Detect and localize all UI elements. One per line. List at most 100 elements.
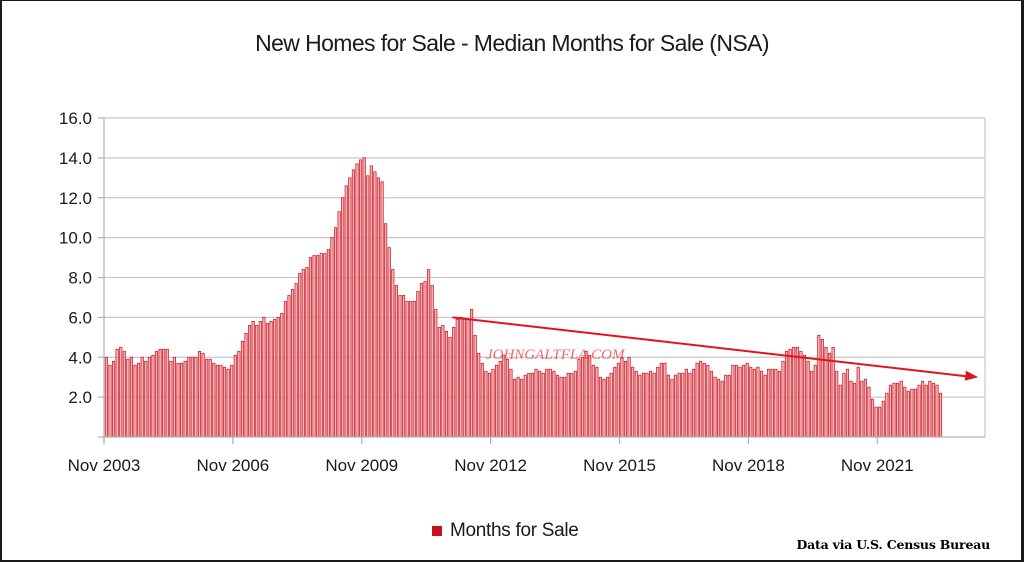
bar (627, 356, 631, 438)
trend-arrow (452, 316, 979, 381)
y-tick-label: 8.0 (68, 269, 92, 288)
bar (208, 358, 212, 438)
x-tick-label: Nov 2006 (196, 456, 269, 475)
bar (391, 269, 395, 438)
bar (283, 301, 287, 438)
bar (430, 285, 434, 438)
bar (437, 326, 441, 438)
bar (634, 370, 638, 438)
bar (913, 388, 918, 438)
bar (158, 348, 162, 438)
bar (659, 362, 663, 438)
bar (885, 392, 889, 438)
bar (838, 384, 842, 438)
bar (323, 253, 327, 438)
bar (133, 364, 137, 438)
bar (330, 237, 334, 438)
bar (355, 163, 359, 438)
legend: Months for Sale (432, 520, 579, 542)
bar (326, 249, 330, 438)
bar (187, 356, 191, 438)
bar (520, 378, 524, 438)
bar (301, 269, 305, 438)
x-axis-ticks: Nov 2003 Nov 2006 Nov 2009 Nov 2012 Nov 2015… (68, 437, 914, 475)
bar (337, 211, 341, 438)
bar (119, 346, 123, 438)
bar (845, 368, 850, 438)
bar (197, 350, 202, 438)
bar (512, 378, 517, 438)
bar (899, 380, 903, 438)
bar (344, 185, 348, 438)
bar (470, 309, 474, 438)
bar (720, 380, 724, 438)
bar (434, 309, 438, 438)
bar (835, 370, 839, 438)
bar (677, 372, 681, 438)
bar (577, 358, 581, 438)
bar (802, 354, 807, 438)
bar (147, 356, 151, 438)
bar (910, 388, 914, 438)
bar (928, 380, 932, 438)
bar (509, 368, 513, 438)
bar (462, 319, 466, 438)
bar (631, 366, 635, 438)
bar (480, 362, 484, 438)
y-tick-label: 4.0 (68, 348, 92, 367)
bar (459, 317, 463, 438)
bar (104, 356, 108, 438)
bar (641, 372, 645, 438)
bar (860, 380, 864, 438)
bar (931, 382, 935, 438)
bar (906, 390, 910, 438)
bar (785, 350, 789, 438)
x-tick-label: Nov 2018 (712, 456, 785, 475)
bar (423, 281, 427, 438)
bar (394, 285, 398, 438)
bar (441, 325, 445, 438)
bar (233, 354, 237, 438)
bar (351, 169, 355, 438)
bar (140, 356, 144, 438)
bar (584, 350, 588, 438)
bar (444, 330, 449, 438)
bar (527, 372, 531, 438)
bar (810, 370, 814, 438)
bar (455, 319, 459, 438)
bar (559, 376, 563, 438)
bar (273, 319, 277, 438)
chart-title: New Homes for Sale - Median Months for S… (255, 30, 769, 56)
bar (724, 374, 728, 438)
x-tick-label: Nov 2009 (325, 456, 398, 475)
bar (896, 382, 900, 438)
bar (359, 159, 363, 438)
y-tick-label: 14.0 (59, 149, 92, 168)
bar (545, 368, 549, 438)
bar (684, 368, 688, 438)
bar (212, 362, 216, 438)
bar (924, 384, 928, 438)
bar (516, 376, 520, 438)
bar (548, 368, 552, 438)
bar (595, 366, 599, 438)
bar (448, 336, 452, 438)
bar (763, 374, 767, 438)
bar (656, 366, 660, 438)
bar (580, 356, 585, 438)
bar (244, 332, 248, 438)
bar (717, 378, 721, 438)
bar (713, 376, 717, 438)
bar (183, 360, 187, 438)
bar (144, 360, 148, 438)
bar (663, 362, 667, 438)
bar (870, 398, 875, 438)
bar (749, 366, 753, 438)
bar (276, 317, 280, 438)
bar (867, 386, 871, 438)
bar (305, 267, 309, 438)
bar (806, 360, 810, 438)
bar (505, 358, 509, 438)
bar (258, 321, 262, 438)
bar (813, 364, 817, 438)
